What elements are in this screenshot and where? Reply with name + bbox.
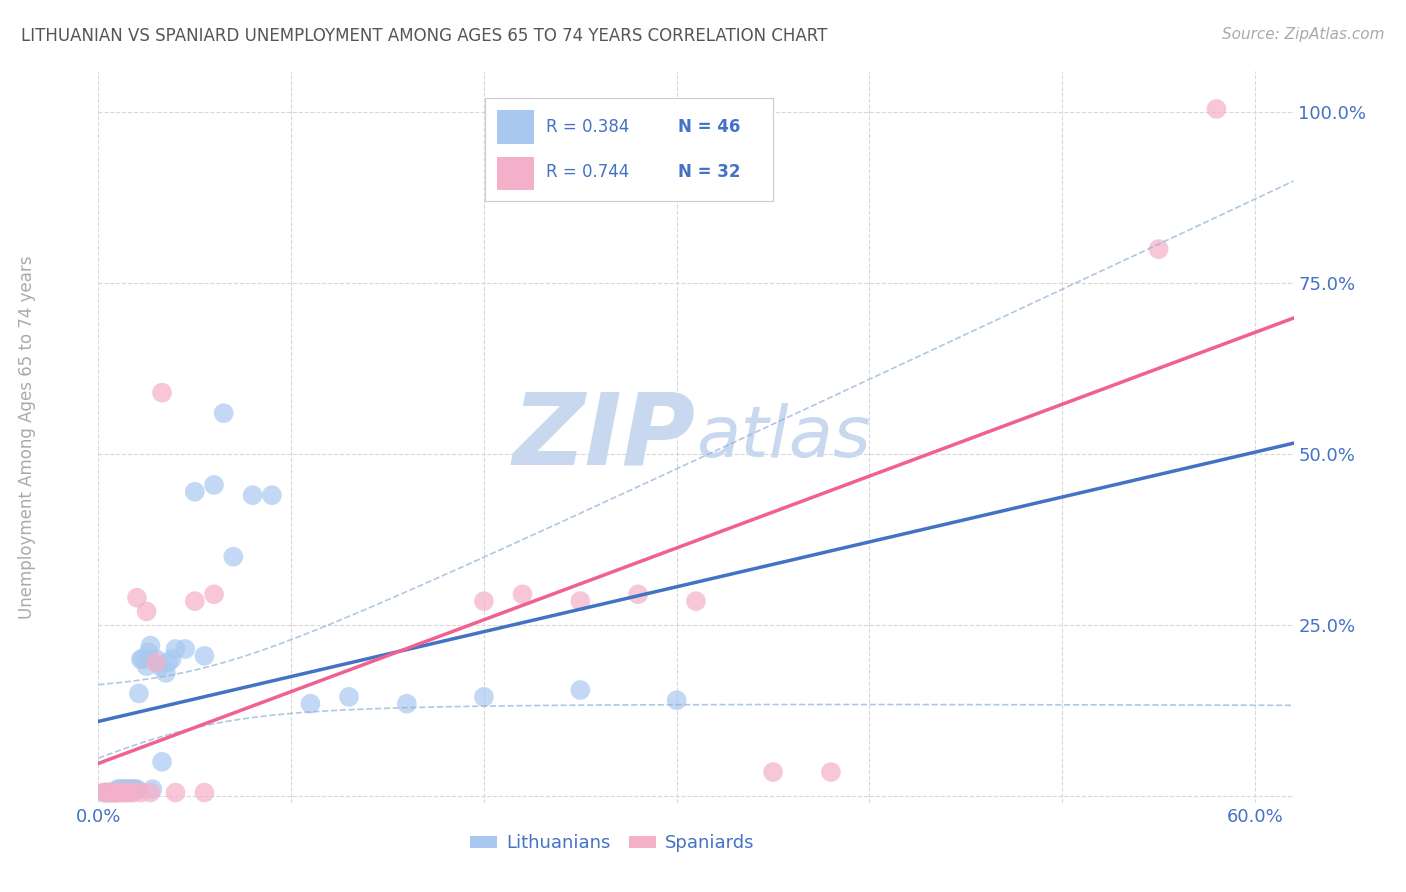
Point [108,782,131,797]
Point [103,786,125,800]
FancyBboxPatch shape [496,111,534,145]
Point [184,484,207,499]
Point [141,782,163,797]
Text: N = 32: N = 32 [678,163,741,181]
Point [112,782,135,797]
Point [150,385,173,400]
Point [129,786,152,800]
Point [193,648,215,663]
Point [337,690,360,704]
Point [114,782,136,797]
Point [129,652,152,666]
Point [242,488,264,502]
Point [1147,242,1170,256]
Point [93,786,115,800]
Point [202,587,225,601]
Point [107,786,129,800]
Point [94,786,117,800]
Point [165,786,187,800]
Point [103,786,125,800]
Y-axis label: Unemployment Among Ages 65 to 74 years: Unemployment Among Ages 65 to 74 years [18,255,37,619]
Point [135,659,157,673]
Point [112,786,135,800]
Point [117,786,139,800]
Point [627,587,650,601]
Point [155,665,177,680]
FancyBboxPatch shape [496,157,534,190]
Point [125,782,148,797]
Point [118,782,141,797]
Point [665,693,688,707]
Legend: Lithuanians, Spaniards: Lithuanians, Spaniards [463,827,762,860]
Point [820,765,842,780]
Text: Source: ZipAtlas.com: Source: ZipAtlas.com [1222,27,1385,42]
Point [125,591,148,605]
Point [512,587,534,601]
Point [122,782,145,797]
Point [128,686,150,700]
Point [299,697,322,711]
Point [174,642,197,657]
Point [97,786,120,800]
Point [104,786,127,800]
Text: R = 0.384: R = 0.384 [546,119,628,136]
Point [117,786,139,800]
Point [110,782,132,797]
Point [395,697,418,711]
Point [110,786,132,800]
Point [120,782,142,797]
Point [569,594,592,608]
Point [184,594,207,608]
Point [139,786,162,800]
Point [193,786,215,800]
Point [135,604,157,618]
Point [138,645,160,659]
Text: atlas: atlas [696,402,870,472]
Point [107,782,129,797]
Point [222,549,245,564]
Point [212,406,235,420]
Point [165,642,187,657]
Point [104,786,127,800]
Point [150,755,173,769]
Point [685,594,707,608]
Text: LITHUANIAN VS SPANIARD UNEMPLOYMENT AMONG AGES 65 TO 74 YEARS CORRELATION CHART: LITHUANIAN VS SPANIARD UNEMPLOYMENT AMON… [21,27,828,45]
Point [122,786,145,800]
Point [156,656,179,670]
Point [93,786,115,800]
Point [762,765,785,780]
Point [107,786,129,800]
Point [124,782,146,797]
Text: R = 0.744: R = 0.744 [546,163,628,181]
Point [145,652,167,666]
Point [160,652,183,666]
Text: N = 46: N = 46 [678,119,741,136]
Point [97,786,120,800]
Point [202,478,225,492]
Point [132,652,155,666]
Point [98,786,121,800]
Point [1205,102,1227,116]
Point [472,594,495,608]
Point [101,786,124,800]
Point [98,786,121,800]
Point [117,782,139,797]
Point [145,656,167,670]
Point [139,639,162,653]
Point [149,659,172,673]
Point [260,488,283,502]
Point [472,690,495,704]
Text: ZIP: ZIP [513,389,696,485]
Point [569,683,592,698]
Point [120,786,142,800]
